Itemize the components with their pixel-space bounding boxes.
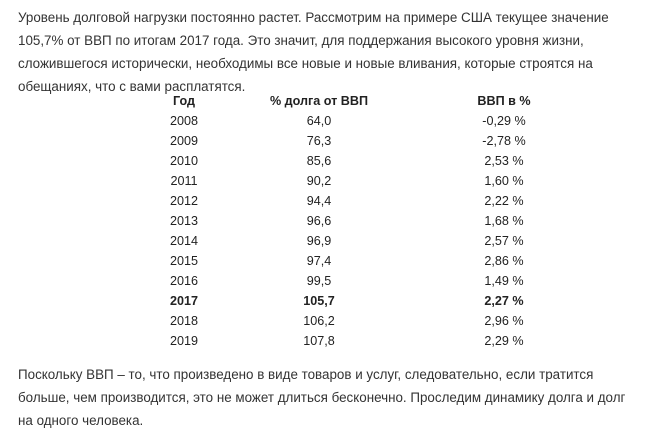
- cell-year: 2011: [170, 174, 198, 188]
- table-row: 2016 99,5 1,49 %: [134, 271, 604, 291]
- cell-debt-percent: 107,8: [303, 334, 335, 348]
- table-row: 2017 105,7 2,27 %: [134, 291, 604, 311]
- cell-gdp-percent: -2,78 %: [482, 134, 526, 148]
- table-row: 2008 64,0 -0,29 %: [134, 111, 604, 131]
- cell-debt-percent: 99,5: [306, 274, 332, 288]
- table-row: 2019 107,8 2,29 %: [134, 331, 604, 351]
- cell-gdp-percent: 2,29 %: [484, 334, 524, 348]
- cell-year: 2019: [169, 334, 199, 348]
- debt-gdp-table: Год % долга от ВВП ВВП в % 2008 64,0 -0,29…: [134, 91, 604, 351]
- cell-gdp-percent: 1,60 %: [484, 174, 524, 188]
- cell-debt-percent: 76,3: [306, 134, 332, 148]
- cell-year: 2014: [169, 234, 199, 248]
- table-header-row: Год % долга от ВВП ВВП в %: [134, 91, 604, 111]
- table-row: 2011 90,2 1,60 %: [134, 171, 604, 191]
- cell-year: 2012: [169, 194, 199, 208]
- table-body: 2008 64,0 -0,29 % 2009 76,3 -2,78 % 2010 85,6 2,…: [134, 111, 604, 351]
- cell-debt-percent: 96,9: [306, 234, 332, 248]
- cell-gdp-percent: -0,29 %: [482, 114, 526, 128]
- cell-debt-percent: 64,0: [306, 114, 332, 128]
- cell-year: 2009: [169, 134, 199, 148]
- cell-year: 2017: [169, 294, 199, 308]
- cell-year: 2013: [169, 214, 199, 228]
- cell-year: 2010: [169, 154, 199, 168]
- table-row: 2015 97,4 2,86 %: [134, 251, 604, 271]
- cell-gdp-percent: 2,53 %: [484, 154, 524, 168]
- cell-gdp-percent: 2,86 %: [484, 254, 524, 268]
- intro-paragraph: Уровень долговой нагрузки постоянно раст…: [18, 10, 609, 94]
- cell-debt-percent: 106,2: [303, 314, 335, 328]
- outro-paragraph: Поскольку ВВП – то, что произведено в ви…: [18, 367, 626, 428]
- cell-gdp-percent: 2,57 %: [484, 234, 524, 248]
- table-row: 2010 85,6 2,53 %: [134, 151, 604, 171]
- cell-debt-percent: 97,4: [306, 254, 332, 268]
- cell-gdp-percent: 1,68 %: [484, 214, 524, 228]
- header-gdp-percent: ВВП в %: [477, 94, 531, 108]
- table-row: 2014 96,9 2,57 %: [134, 231, 604, 251]
- cell-gdp-percent: 2,96 %: [484, 314, 524, 328]
- table-row: 2012 94,4 2,22 %: [134, 191, 604, 211]
- table-row: 2013 96,6 1,68 %: [134, 211, 604, 231]
- cell-year: 2015: [169, 254, 199, 268]
- cell-debt-percent: 90,2: [306, 174, 332, 188]
- cell-gdp-percent: 2,27 %: [484, 294, 524, 308]
- cell-year: 2008: [169, 114, 199, 128]
- cell-debt-percent: 94,4: [306, 194, 332, 208]
- header-year: Год: [172, 94, 196, 108]
- cell-gdp-percent: 1,49 %: [484, 274, 524, 288]
- cell-year: 2016: [169, 274, 199, 288]
- cell-debt-percent: 96,6: [306, 214, 332, 228]
- table-row: 2018 106,2 2,96 %: [134, 311, 604, 331]
- cell-year: 2018: [169, 314, 199, 328]
- cell-gdp-percent: 2,22 %: [484, 194, 524, 208]
- cell-debt-percent: 85,6: [306, 154, 332, 168]
- table-row: 2009 76,3 -2,78 %: [134, 131, 604, 151]
- cell-debt-percent: 105,7: [303, 294, 335, 308]
- header-debt-percent: % долга от ВВП: [269, 94, 369, 108]
